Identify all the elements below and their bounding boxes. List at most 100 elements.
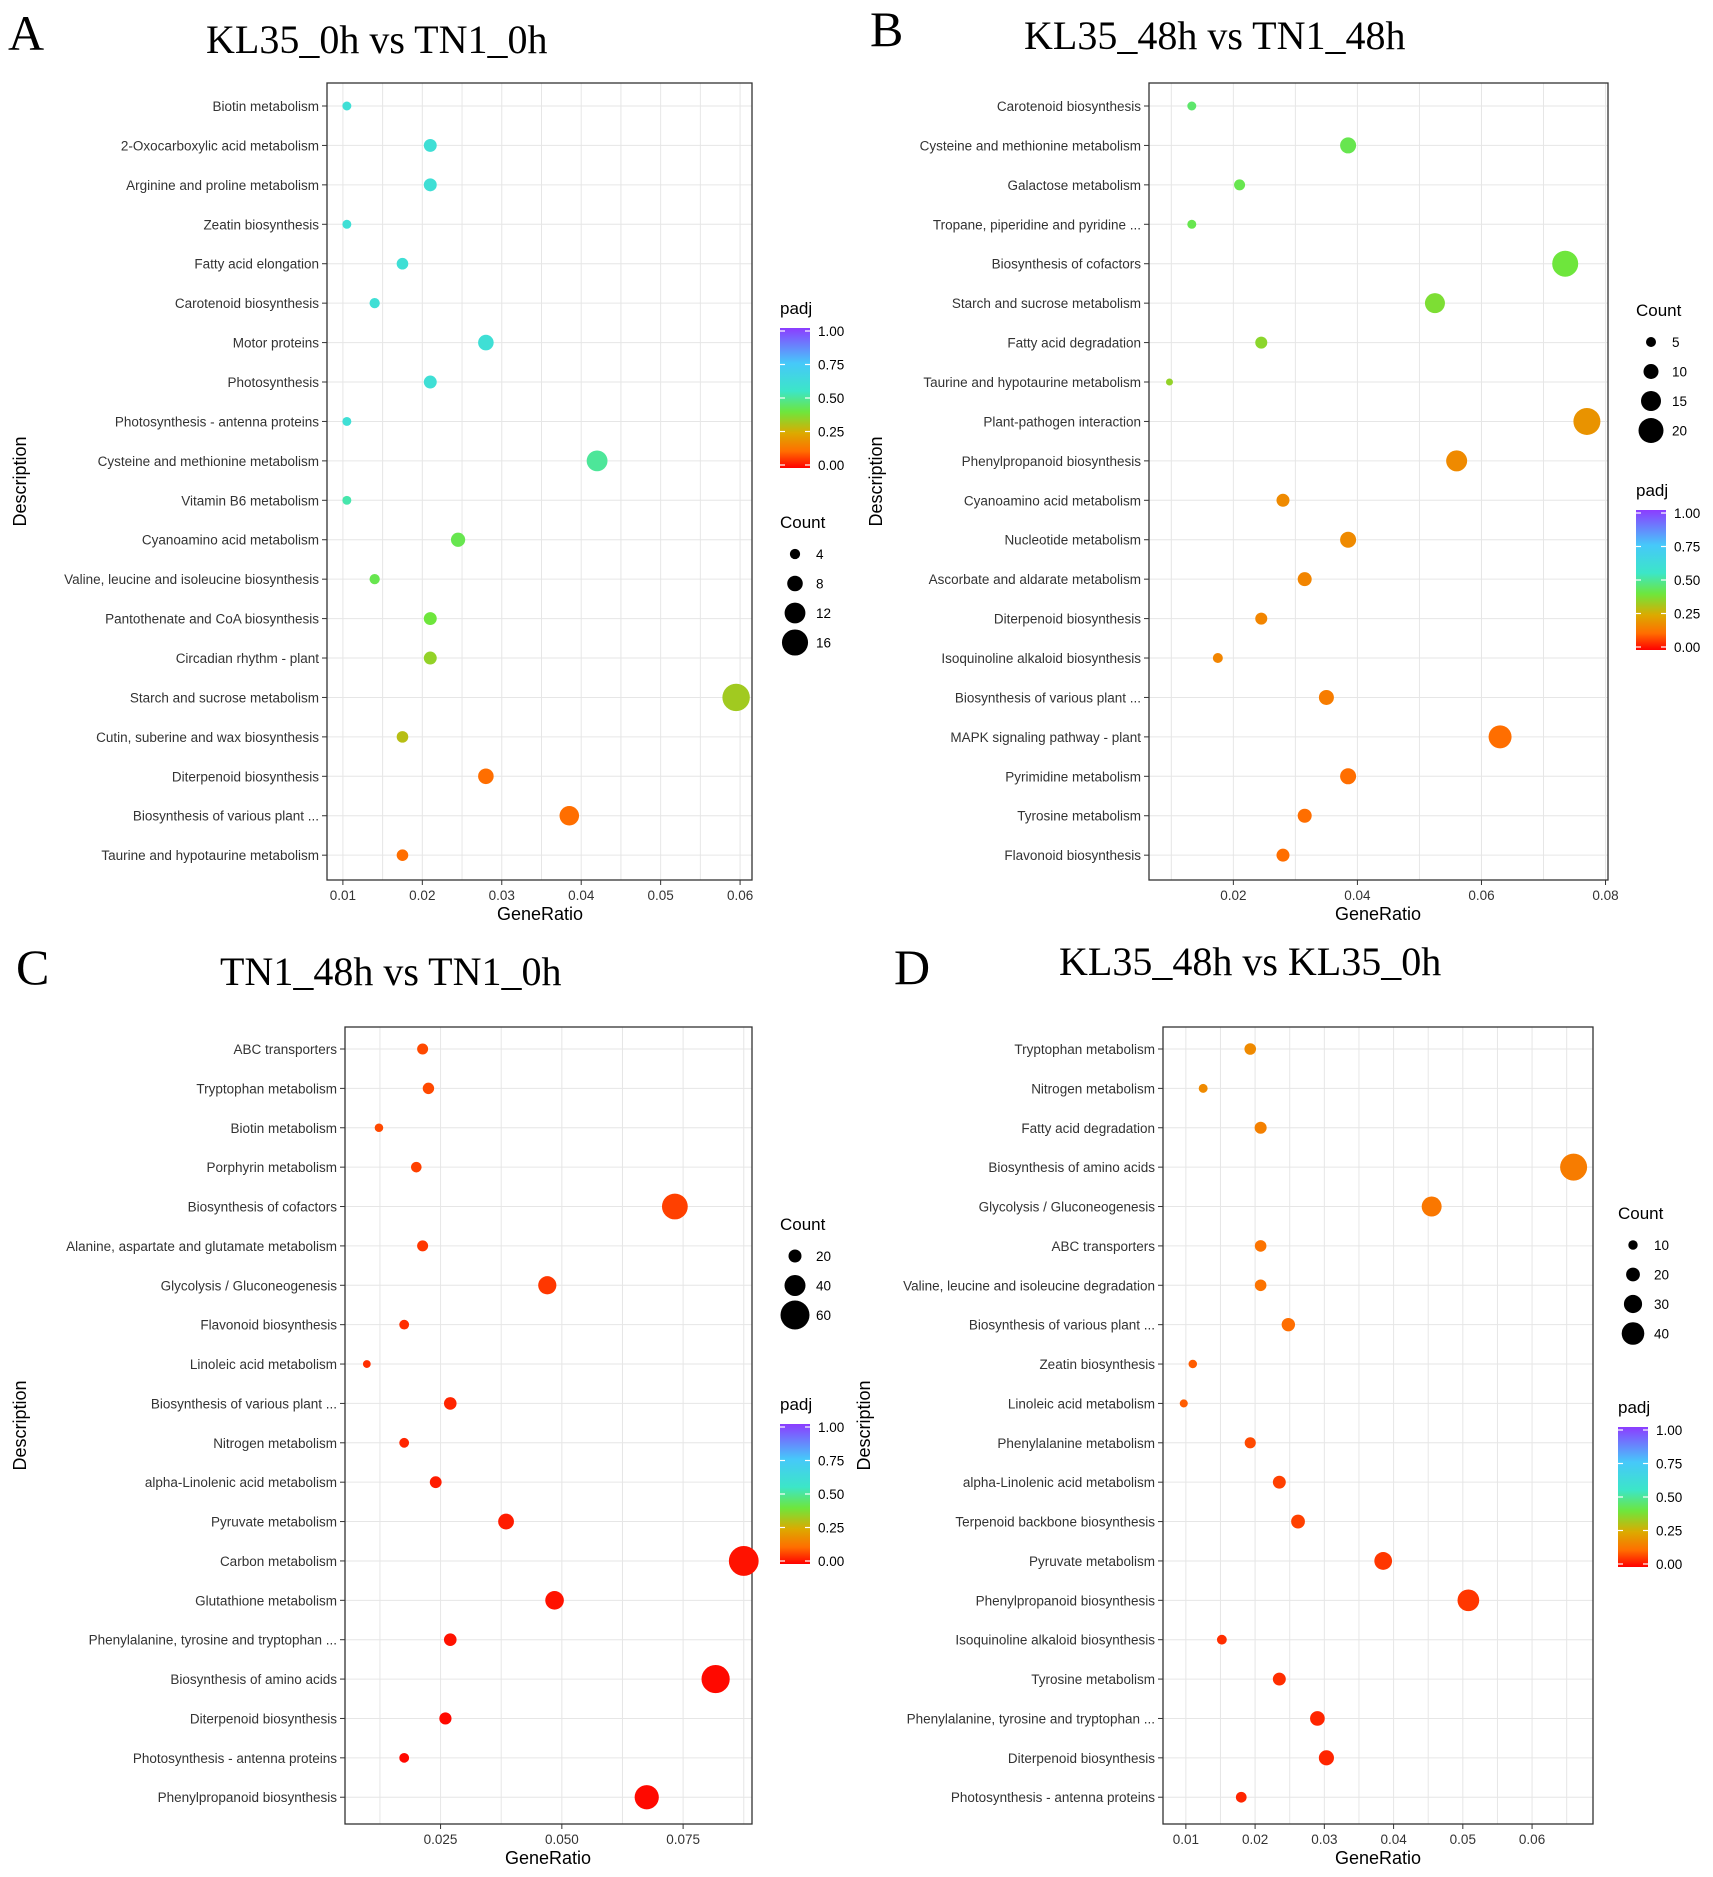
y-tick-label: Cutin, suberine and wax biosynthesis bbox=[96, 730, 319, 745]
data-point bbox=[1446, 450, 1468, 472]
y-tick-label: Alanine, aspartate and glutamate metabol… bbox=[66, 1239, 337, 1254]
y-tick-label: Tryptophan metabolism bbox=[1014, 1042, 1155, 1057]
data-point bbox=[1573, 407, 1601, 435]
y-tick-label: Diterpenoid biosynthesis bbox=[1008, 1751, 1155, 1766]
data-point bbox=[728, 1546, 759, 1576]
data-point bbox=[1488, 725, 1512, 749]
color-bar-label: 0.25 bbox=[1674, 607, 1700, 622]
data-point bbox=[1291, 1514, 1305, 1529]
size-legend-label: 40 bbox=[1654, 1327, 1669, 1342]
y-tick-label: Phenylalanine metabolism bbox=[997, 1436, 1155, 1451]
data-point bbox=[1340, 531, 1357, 548]
size-legend-label: 5 bbox=[1672, 335, 1680, 350]
y-axis-title: Description bbox=[866, 436, 886, 526]
data-point bbox=[1165, 378, 1173, 386]
y-tick-label: Biotin metabolism bbox=[212, 99, 319, 114]
data-point bbox=[1244, 1043, 1257, 1055]
y-tick-label: Fatty acid degradation bbox=[1021, 1121, 1155, 1136]
y-tick-label: Circadian rhythm - plant bbox=[176, 651, 320, 666]
size-legend-label: 30 bbox=[1654, 1297, 1669, 1312]
panel-c: C TN1_48h vs TN1_0h ABC transporters Tryp… bbox=[0, 938, 856, 1877]
plot-area bbox=[345, 1027, 752, 1824]
data-point bbox=[1276, 493, 1290, 507]
y-tick-label: Carbon metabolism bbox=[220, 1554, 337, 1569]
color-bar-label: 0.00 bbox=[818, 1554, 844, 1569]
y-tick-label: 2-Oxocarboxylic acid metabolism bbox=[121, 138, 319, 153]
size-legend-dot bbox=[781, 629, 809, 656]
data-point bbox=[423, 375, 437, 389]
size-legend-dot bbox=[1643, 364, 1659, 379]
color-bar-label: 0.25 bbox=[818, 1521, 844, 1536]
data-point bbox=[417, 1240, 429, 1252]
y-tick-label: ABC transporters bbox=[233, 1042, 337, 1057]
data-point bbox=[422, 1082, 435, 1095]
y-tick-label: Tropane, piperidine and pyridine ... bbox=[933, 217, 1141, 232]
y-tick-label: Vitamin B6 metabolism bbox=[181, 493, 319, 508]
data-point bbox=[1234, 179, 1246, 191]
size-legend-label: 20 bbox=[1654, 1268, 1669, 1283]
x-tick-label: 0.050 bbox=[545, 1832, 579, 1847]
y-tick-label: Valine, leucine and isoleucine biosynthe… bbox=[64, 572, 319, 587]
y-tick-label: Linoleic acid metabolism bbox=[1008, 1396, 1155, 1411]
data-point bbox=[1421, 1196, 1442, 1217]
size-legend-label: 60 bbox=[816, 1308, 831, 1323]
plot-border bbox=[326, 82, 753, 881]
data-point bbox=[538, 1276, 557, 1295]
data-point bbox=[1297, 808, 1312, 823]
color-bar-label: 1.00 bbox=[818, 324, 844, 339]
y-tick-label: Phenylalanine, tyrosine and tryptophan .… bbox=[907, 1711, 1155, 1726]
data-point bbox=[661, 1193, 688, 1220]
data-point bbox=[342, 101, 352, 111]
data-point bbox=[450, 532, 466, 547]
y-tick-label: Pyruvate metabolism bbox=[211, 1515, 337, 1530]
size-legend-title: Count bbox=[780, 513, 826, 532]
data-point bbox=[1560, 1153, 1588, 1181]
y-tick-label: Photosynthesis - antenna proteins bbox=[951, 1790, 1155, 1805]
data-point bbox=[1272, 1475, 1286, 1489]
data-point bbox=[429, 1476, 442, 1489]
data-point bbox=[586, 450, 608, 472]
data-point bbox=[1281, 1317, 1296, 1332]
y-tick-label: Zeatin biosynthesis bbox=[1039, 1357, 1155, 1372]
y-tick-label: Nucleotide metabolism bbox=[1004, 533, 1141, 548]
x-tick-label: 0.01 bbox=[1173, 1832, 1199, 1847]
color-bar-label: 0.50 bbox=[1674, 573, 1700, 588]
y-tick-label: Flavonoid biosynthesis bbox=[200, 1318, 337, 1333]
x-tick-label: 0.04 bbox=[568, 888, 595, 903]
data-point bbox=[396, 257, 409, 270]
y-tick-label: Linoleic acid metabolism bbox=[190, 1357, 337, 1372]
data-point bbox=[1254, 1121, 1267, 1134]
x-tick-label: 0.04 bbox=[1344, 888, 1371, 903]
y-tick-label: Ascorbate and aldarate metabolism bbox=[929, 572, 1141, 587]
color-bar-label: 0.75 bbox=[1656, 1457, 1682, 1472]
size-legend-dot bbox=[788, 1249, 802, 1263]
x-tick-label: 0.06 bbox=[727, 888, 753, 903]
y-tick-label: Isoquinoline alkaloid biosynthesis bbox=[955, 1633, 1155, 1648]
chart-d: Tryptophan metabolism Nitrogen metabolism… bbox=[856, 1026, 1682, 1868]
color-bar-label: 1.00 bbox=[1656, 1423, 1682, 1438]
data-point bbox=[701, 1664, 730, 1694]
y-tick-label: Valine, leucine and isoleucine degradati… bbox=[903, 1278, 1155, 1293]
data-point bbox=[1244, 1437, 1256, 1449]
y-tick-label: Isoquinoline alkaloid biosynthesis bbox=[941, 651, 1141, 666]
data-point bbox=[1255, 612, 1268, 625]
plot-border bbox=[1148, 82, 1609, 881]
data-point bbox=[1254, 1240, 1267, 1252]
chart-b: Carotenoid biosynthesis Cysteine and meth… bbox=[866, 82, 1700, 924]
chart-a: Biotin metabolism 2-Oxocarboxylic acid me… bbox=[10, 82, 844, 924]
x-tick-label: 0.02 bbox=[409, 888, 435, 903]
data-point bbox=[1297, 572, 1312, 587]
size-legend-dot bbox=[784, 602, 806, 624]
y-tick-label: Taurine and hypotaurine metabolism bbox=[101, 848, 319, 863]
data-point bbox=[369, 574, 380, 585]
size-legend-dot bbox=[1623, 1294, 1643, 1314]
color-bar-label: 0.75 bbox=[1674, 540, 1700, 555]
x-axis-title: GeneRatio bbox=[1335, 904, 1421, 924]
size-legend-title: Count bbox=[1636, 301, 1682, 320]
size-legend-dot bbox=[789, 548, 801, 560]
size-legend-dot bbox=[1626, 1267, 1640, 1282]
size-legend-label: 10 bbox=[1672, 365, 1687, 380]
y-tick-label: Fatty acid elongation bbox=[194, 257, 319, 272]
plot-area bbox=[327, 83, 752, 880]
data-point bbox=[1374, 1552, 1393, 1570]
